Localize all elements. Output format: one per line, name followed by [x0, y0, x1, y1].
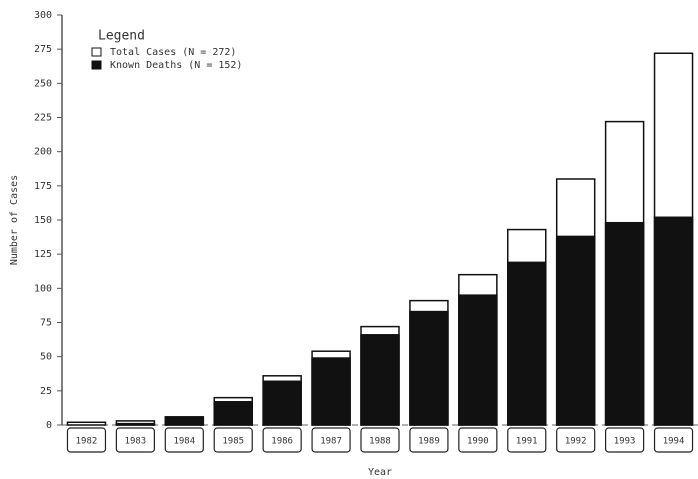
bar: [360, 334, 400, 426]
x-tick-box: [262, 427, 302, 453]
bar: [653, 216, 694, 426]
bar: [409, 310, 449, 426]
x-axis-label: Year: [368, 467, 392, 478]
y-tick-label: 25: [40, 386, 52, 397]
x-tick-label: 1994: [663, 437, 685, 447]
x-tick-label: 1983: [125, 437, 147, 447]
x-tick-box: [360, 427, 400, 453]
bar: [66, 421, 107, 426]
x-tick-box: [653, 427, 694, 453]
x-tick-box: [556, 427, 596, 453]
y-tick-label: 275: [34, 44, 52, 55]
x-tick-label: 1990: [467, 437, 489, 447]
x-tick-label: 1987: [320, 437, 342, 447]
x-tick-label: 1993: [614, 437, 636, 447]
y-tick-label: 50: [40, 352, 52, 363]
x-tick-label: 1988: [369, 437, 391, 447]
legend-label: Known Deaths (N = 152): [110, 60, 242, 71]
x-tick-label: 1989: [418, 437, 440, 447]
x-tick-label: 1992: [565, 437, 587, 447]
bar: [311, 357, 351, 426]
x-tick-box: [409, 427, 449, 453]
x-tick-box: [311, 427, 351, 453]
x-tick-label: 1984: [173, 437, 195, 447]
y-tick-label: 100: [34, 283, 52, 294]
x-tick-label: 1986: [271, 437, 293, 447]
y-axis-label: Number of Cases: [9, 175, 20, 265]
x-tick-box: [66, 427, 107, 453]
x-tick-box: [115, 427, 155, 453]
legend-label: Total Cases (N = 272): [110, 47, 236, 58]
bar: [507, 261, 547, 426]
x-tick-label: 1991: [516, 437, 538, 447]
bar: [164, 417, 205, 426]
x-tick-box: [164, 427, 204, 453]
legend-title: Legend: [98, 29, 145, 44]
y-tick-label: 125: [34, 249, 52, 260]
y-tick-label: 200: [34, 147, 52, 158]
y-tick-label: 225: [34, 113, 52, 124]
bar: [262, 380, 302, 426]
bar: [604, 221, 645, 426]
bar: [555, 235, 596, 426]
y-tick-label: 300: [34, 10, 52, 21]
y-tick-label: 250: [34, 78, 52, 89]
x-tick-box: [605, 427, 645, 453]
y-tick-label: 150: [34, 215, 52, 226]
x-tick-box: [507, 427, 547, 453]
bar: [115, 422, 156, 426]
bar: [458, 294, 498, 426]
y-tick-label: 175: [34, 181, 52, 192]
legend-swatch: [91, 47, 102, 57]
legend-swatch: [91, 60, 102, 70]
x-tick-label: 1982: [76, 437, 98, 447]
y-tick-label: 75: [40, 318, 52, 329]
x-tick-box: [213, 427, 253, 453]
y-tick-label: 0: [46, 420, 52, 431]
x-tick-label: 1985: [222, 437, 244, 447]
bar: [213, 401, 253, 426]
x-tick-box: [458, 427, 498, 453]
